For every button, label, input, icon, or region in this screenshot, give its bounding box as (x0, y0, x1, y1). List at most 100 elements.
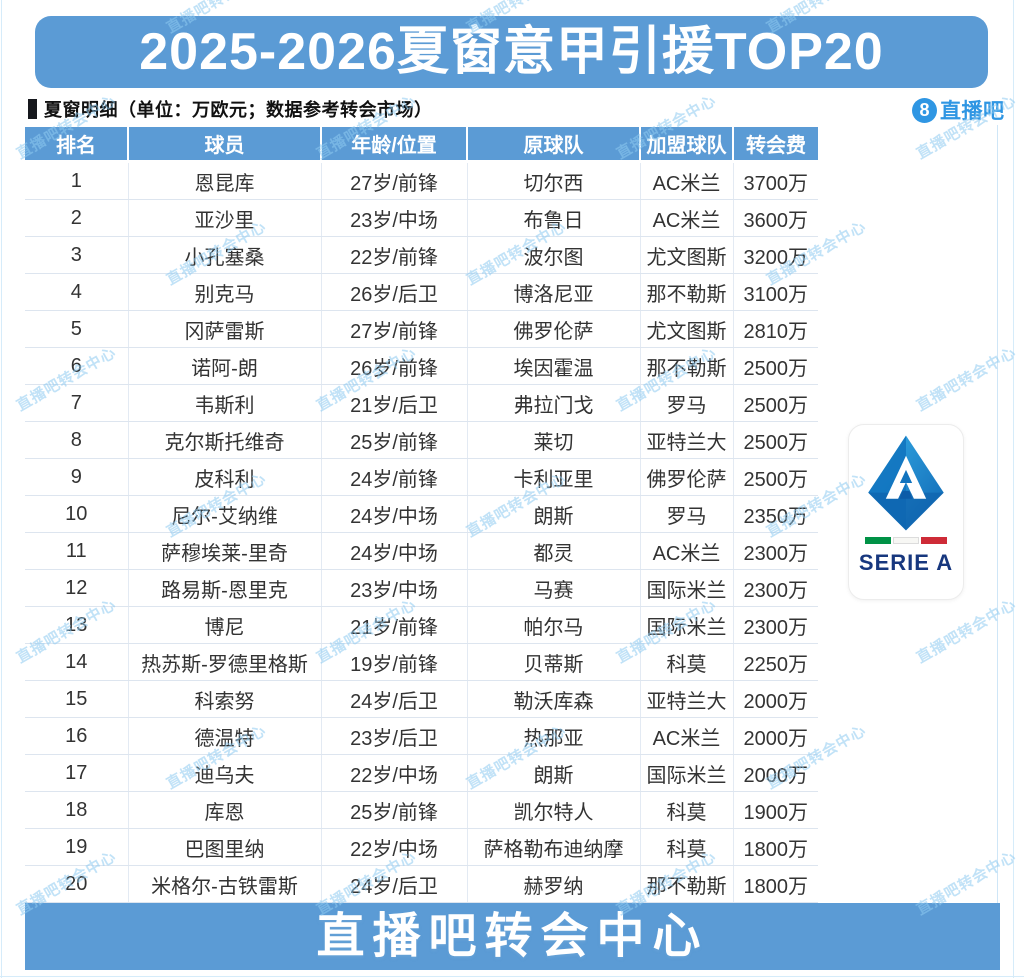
cell-to_club: 亚特兰大 (640, 680, 734, 718)
cell-rank: 16 (25, 717, 129, 755)
cell-to_club: AC米兰 (640, 532, 734, 570)
page-frame-right (1013, 0, 1014, 978)
cell-from_club: 帕尔马 (467, 606, 641, 644)
watermark-text: 直播吧转会中心 (913, 344, 1020, 415)
cell-player: 冈萨雷斯 (128, 310, 322, 348)
cell-age_position: 21岁/前锋 (321, 606, 468, 644)
cell-player: 博尼 (128, 606, 322, 644)
cell-to_club: 亚特兰大 (640, 421, 734, 459)
cell-from_club: 切尔西 (467, 161, 641, 200)
cell-from_club: 埃因霍温 (467, 347, 641, 385)
page-title: 2025-2026夏窗意甲引援TOP20 (139, 23, 884, 81)
cell-fee: 2300万 (733, 569, 818, 607)
flag-white (893, 537, 919, 544)
cell-rank: 15 (25, 680, 129, 718)
watermark-text: 直播吧转会中心 (913, 596, 1020, 667)
subtitle-marker (28, 99, 37, 119)
cell-player: 皮科利 (128, 458, 322, 496)
table-row: 6 诺阿-朗 26岁/前锋 埃因霍温 那不勒斯 2500万 (25, 347, 818, 385)
cell-rank: 9 (25, 458, 129, 496)
page-frame-bottom (0, 976, 1024, 977)
zhibo8-logo-text: 直播吧 (940, 100, 1005, 123)
italy-flag-icon (865, 537, 947, 544)
table-row: 9 皮科利 24岁/前锋 卡利亚里 佛罗伦萨 2500万 (25, 458, 818, 496)
cell-age_position: 26岁/后卫 (321, 273, 468, 311)
cell-player: 米格尔-古铁雷斯 (128, 865, 322, 903)
seriea-name: SERIE A (858, 550, 954, 575)
cell-rank: 12 (25, 569, 129, 607)
title-banner: 2025-2026夏窗意甲引援TOP20 (35, 16, 988, 88)
signings-table: 排名 球员 年龄/位置 原球队 加盟球队 转会费 1 恩昆库 27岁/前锋 切尔西 AC… (25, 127, 818, 903)
cell-to_club: 罗马 (640, 384, 734, 422)
table-row: 5 冈萨雷斯 27岁/前锋 佛罗伦萨 尤文图斯 2810万 (25, 310, 818, 348)
cell-age_position: 23岁/中场 (321, 199, 468, 237)
cell-to_club: 科莫 (640, 828, 734, 866)
cell-age_position: 24岁/后卫 (321, 865, 468, 903)
cell-player: 克尔斯托维奇 (128, 421, 322, 459)
cell-fee: 2300万 (733, 532, 818, 570)
site-logo: 8 直播吧 (912, 95, 1005, 125)
cell-from_club: 莱切 (467, 421, 641, 459)
cell-rank: 10 (25, 495, 129, 533)
cell-rank: 19 (25, 828, 129, 866)
cell-from_club: 布鲁日 (467, 199, 641, 237)
cell-rank: 1 (25, 161, 129, 200)
table-row: 13 博尼 21岁/前锋 帕尔马 国际米兰 2300万 (25, 606, 818, 644)
table-row: 20 米格尔-古铁雷斯 24岁/后卫 赫罗纳 那不勒斯 1800万 (25, 865, 818, 903)
content-frame-right (997, 125, 998, 905)
cell-from_club: 凯尔特人 (467, 791, 641, 829)
cell-to_club: 国际米兰 (640, 569, 734, 607)
cell-age_position: 22岁/前锋 (321, 236, 468, 274)
footer-bar: 直播吧转会中心 (25, 903, 1000, 970)
table-row: 18 库恩 25岁/前锋 凯尔特人 科莫 1900万 (25, 791, 818, 829)
cell-to_club: 尤文图斯 (640, 236, 734, 274)
table-row: 3 小孔塞桑 22岁/前锋 波尔图 尤文图斯 3200万 (25, 236, 818, 274)
cell-to_club: AC米兰 (640, 199, 734, 237)
cell-fee: 3700万 (733, 161, 818, 200)
flag-red (921, 537, 947, 544)
cell-fee: 1800万 (733, 865, 818, 903)
cell-age_position: 27岁/前锋 (321, 161, 468, 200)
table-row: 1 恩昆库 27岁/前锋 切尔西 AC米兰 3700万 (25, 161, 818, 200)
table-row: 2 亚沙里 23岁/中场 布鲁日 AC米兰 3600万 (25, 199, 818, 237)
cell-player: 恩昆库 (128, 161, 322, 200)
table-header: 排名 球员 年龄/位置 原球队 加盟球队 转会费 (25, 127, 818, 163)
page-frame-left (1, 0, 2, 978)
cell-age_position: 23岁/中场 (321, 569, 468, 607)
cell-fee: 3200万 (733, 236, 818, 274)
subtitle-text: 夏窗明细（单位：万欧元；数据参考转会市场） (44, 100, 433, 120)
seriea-card: SERIE A (848, 424, 964, 600)
cell-fee: 2500万 (733, 384, 818, 422)
cell-fee: 2250万 (733, 643, 818, 681)
cell-age_position: 25岁/前锋 (321, 421, 468, 459)
cell-to_club: AC米兰 (640, 161, 734, 200)
cell-rank: 13 (25, 606, 129, 644)
cell-to_club: 罗马 (640, 495, 734, 533)
cell-from_club: 弗拉门戈 (467, 384, 641, 422)
cell-fee: 2350万 (733, 495, 818, 533)
cell-from_club: 波尔图 (467, 236, 641, 274)
cell-rank: 20 (25, 865, 129, 903)
zhibo8-badge-icon: 8 (912, 97, 937, 123)
cell-to_club: 科莫 (640, 643, 734, 681)
cell-rank: 6 (25, 347, 129, 385)
cell-to_club: 科莫 (640, 791, 734, 829)
cell-from_club: 马赛 (467, 569, 641, 607)
cell-age_position: 21岁/后卫 (321, 384, 468, 422)
cell-player: 迪乌夫 (128, 754, 322, 792)
cell-from_club: 勒沃库森 (467, 680, 641, 718)
table-row: 10 尼尔-艾纳维 24岁/中场 朗斯 罗马 2350万 (25, 495, 818, 533)
cell-from_club: 朗斯 (467, 754, 641, 792)
cell-from_club: 朗斯 (467, 495, 641, 533)
cell-player: 小孔塞桑 (128, 236, 322, 274)
cell-fee: 2500万 (733, 347, 818, 385)
cell-player: 诺阿-朗 (128, 347, 322, 385)
header-fee: 转会费 (733, 127, 818, 163)
header-age-position: 年龄/位置 (321, 127, 468, 163)
cell-player: 别克马 (128, 273, 322, 311)
cell-rank: 8 (25, 421, 129, 459)
cell-fee: 3600万 (733, 199, 818, 237)
table-row: 19 巴图里纳 22岁/中场 萨格勒布迪纳摩 科莫 1800万 (25, 828, 818, 866)
cell-rank: 17 (25, 754, 129, 792)
cell-age_position: 24岁/中场 (321, 532, 468, 570)
